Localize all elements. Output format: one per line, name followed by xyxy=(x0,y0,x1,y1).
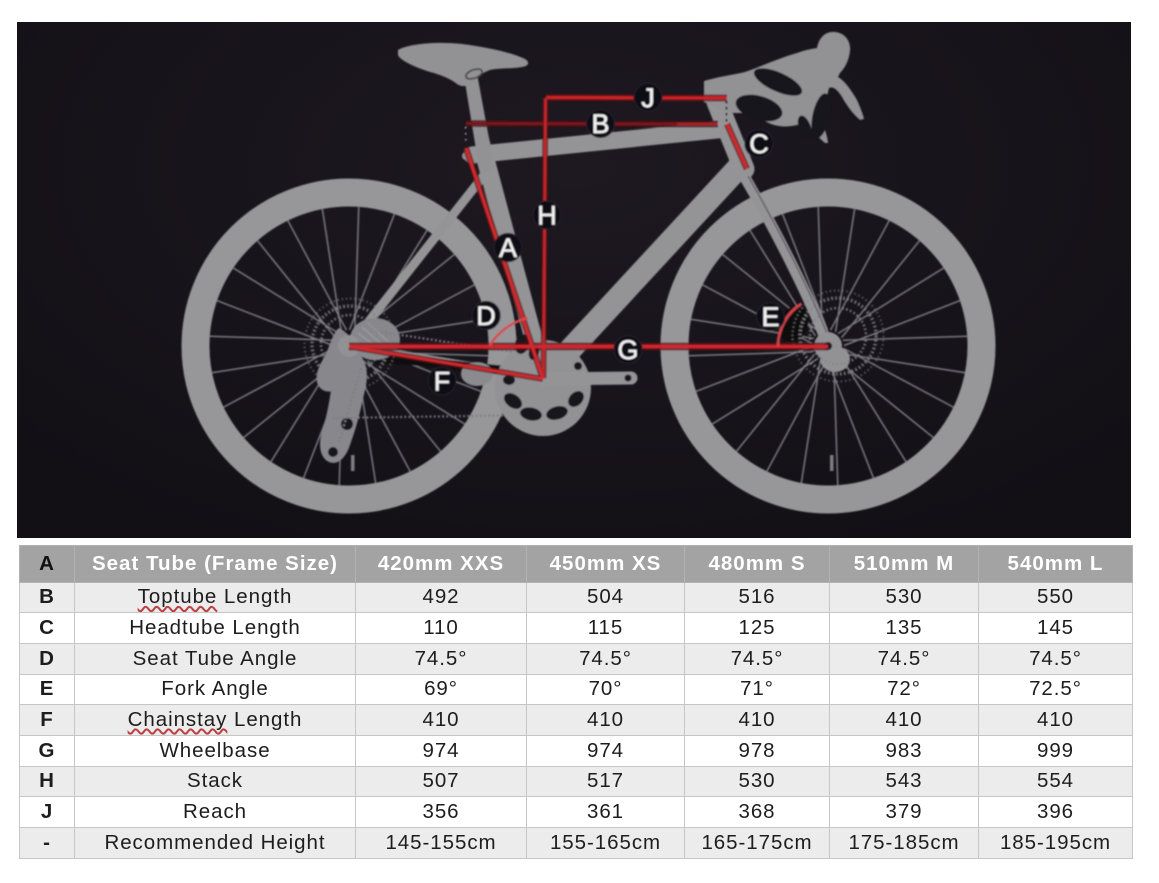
svg-text:G: G xyxy=(617,335,638,365)
svg-text:D: D xyxy=(476,301,496,331)
svg-text:J: J xyxy=(641,83,655,113)
svg-text:A: A xyxy=(499,233,517,263)
svg-text:E: E xyxy=(761,302,779,332)
svg-text:C: C xyxy=(749,129,769,159)
svg-text:B: B xyxy=(591,109,609,139)
svg-text:F: F xyxy=(434,367,451,397)
svg-text:H: H xyxy=(537,201,557,231)
